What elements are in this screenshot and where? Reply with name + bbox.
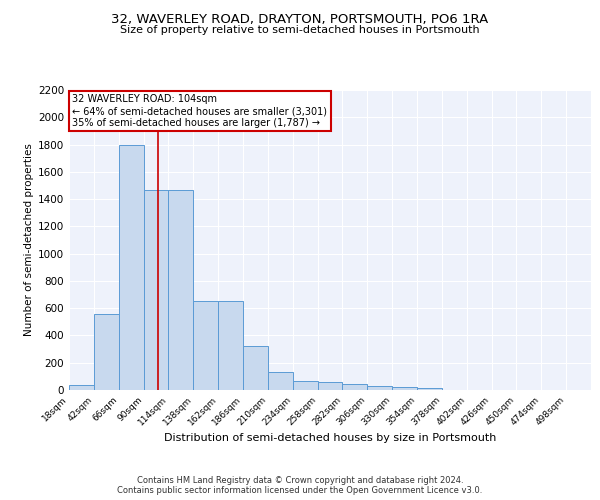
Bar (69, 384, 94, 390)
Bar (143, 190, 169, 390)
Bar (392, 388, 417, 390)
Bar (343, 384, 367, 390)
Text: 32, WAVERLEY ROAD, DRAYTON, PORTSMOUTH, PO6 1RA: 32, WAVERLEY ROAD, DRAYTON, PORTSMOUTH, … (112, 12, 488, 26)
Bar (417, 388, 442, 390)
Text: 32 WAVERLEY ROAD: 104sqm
← 64% of semi-detached houses are smaller (3,301)
35% o: 32 WAVERLEY ROAD: 104sqm ← 64% of semi-d… (72, 94, 327, 128)
Bar (367, 386, 392, 390)
Text: Contains HM Land Registry data © Crown copyright and database right 2024.: Contains HM Land Registry data © Crown c… (137, 476, 463, 485)
Bar (119, 144, 143, 390)
Y-axis label: Number of semi-detached properties: Number of semi-detached properties (24, 144, 34, 336)
Bar (218, 302, 243, 390)
Bar (243, 346, 268, 390)
X-axis label: Distribution of semi-detached houses by size in Portsmouth: Distribution of semi-detached houses by … (164, 432, 496, 442)
Bar (317, 382, 343, 390)
Bar (293, 381, 317, 390)
Text: Size of property relative to semi-detached houses in Portsmouth: Size of property relative to semi-detach… (120, 25, 480, 35)
Bar (193, 302, 218, 390)
Bar (169, 190, 193, 390)
Bar (268, 372, 293, 390)
Bar (94, 314, 119, 390)
Text: Contains public sector information licensed under the Open Government Licence v3: Contains public sector information licen… (118, 486, 482, 495)
